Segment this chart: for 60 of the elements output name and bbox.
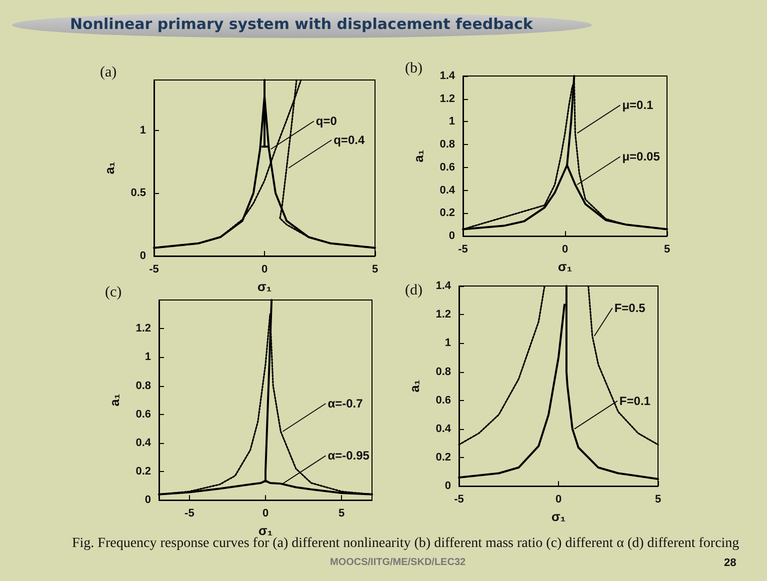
- y-axis-title: a₁: [102, 162, 117, 174]
- y-axis-title: a₁: [107, 394, 122, 406]
- y-tick-label: 0.8: [136, 380, 151, 392]
- x-axis-title: σ₁: [257, 278, 272, 294]
- annotation: F=0.5: [614, 301, 646, 316]
- annotation: q=0.4: [334, 133, 365, 147]
- x-tick-label: -5: [454, 494, 464, 506]
- text: Fig. Frequency response curves for (a) different nonlinearity (b) different mass ratio (c) different α (d) different forcing: [72, 536, 740, 552]
- chart-title: (d): [405, 282, 422, 298]
- chart-title: (c): [105, 284, 122, 300]
- y-tick-label: 1: [140, 124, 146, 136]
- y-tick-label: 0.5: [130, 187, 146, 200]
- y-tick-label: 0.6: [136, 408, 151, 420]
- x-tick-label: 0: [562, 244, 568, 256]
- x-tick-label: 5: [654, 494, 662, 506]
- y-tick-label: 1.4: [436, 280, 452, 292]
- y-tick-label: 0.4: [136, 436, 152, 449]
- x-tick-label: -5: [184, 508, 194, 520]
- annotation: F=0.1: [619, 394, 651, 408]
- y-tick-label: 1.2: [136, 322, 151, 335]
- y-tick-label: 0.4: [440, 184, 456, 196]
- text: Nonlinear primary system with displacement feedback: [70, 15, 533, 33]
- x-tick-label: -5: [458, 244, 468, 256]
- y-tick-label: 0.8: [440, 138, 455, 151]
- annotation: μ=0.05: [622, 150, 660, 164]
- y-tick-label: 0.2: [440, 207, 455, 220]
- x-tick-label: 0: [261, 264, 268, 276]
- y-tick-label: 1.2: [440, 92, 455, 105]
- annotation: α=-0.95: [328, 448, 370, 463]
- y-tick-label: 0.6: [440, 161, 455, 174]
- y-tick-label: 1: [448, 116, 455, 128]
- text: MOOCS/IITG/ME/SKD/LEC32: [330, 557, 466, 568]
- x-tick-label: 5: [664, 244, 670, 256]
- x-tick-label: 5: [338, 508, 345, 520]
- x-tick-label: 0: [555, 494, 562, 506]
- x-axis-title: σ₁: [551, 509, 566, 524]
- annotation: μ=0.1: [622, 98, 654, 112]
- y-tick-label: 1.2: [436, 308, 451, 321]
- y-tick-label: 0.4: [436, 422, 452, 435]
- y-tick-label: 0.6: [436, 394, 451, 406]
- y-axis-title: a₁: [407, 380, 422, 392]
- y-tick-label: 0: [444, 480, 451, 492]
- annotation: α=-0.7: [328, 396, 364, 410]
- text: 28: [724, 557, 736, 569]
- x-tick-label: 0: [262, 508, 269, 520]
- y-tick-label: 0.2: [436, 452, 451, 464]
- y-tick-label: 0.8: [436, 366, 451, 378]
- annotation: q=0: [316, 114, 338, 128]
- y-tick-label: 1: [444, 337, 451, 350]
- y-axis-title: a₁: [411, 150, 426, 162]
- y-tick-label: 1: [144, 351, 151, 364]
- x-tick-label: 5: [372, 264, 378, 276]
- chart-title: (a): [100, 64, 117, 80]
- y-tick-label: 0: [448, 230, 455, 242]
- x-tick-label: -5: [149, 264, 159, 276]
- chart-title: (b): [405, 60, 422, 76]
- x-axis-title: σ₁: [258, 523, 273, 538]
- y-tick-label: 0.2: [136, 466, 151, 478]
- x-axis-title: σ₁: [558, 259, 572, 274]
- y-tick-label: 1.4: [440, 70, 456, 82]
